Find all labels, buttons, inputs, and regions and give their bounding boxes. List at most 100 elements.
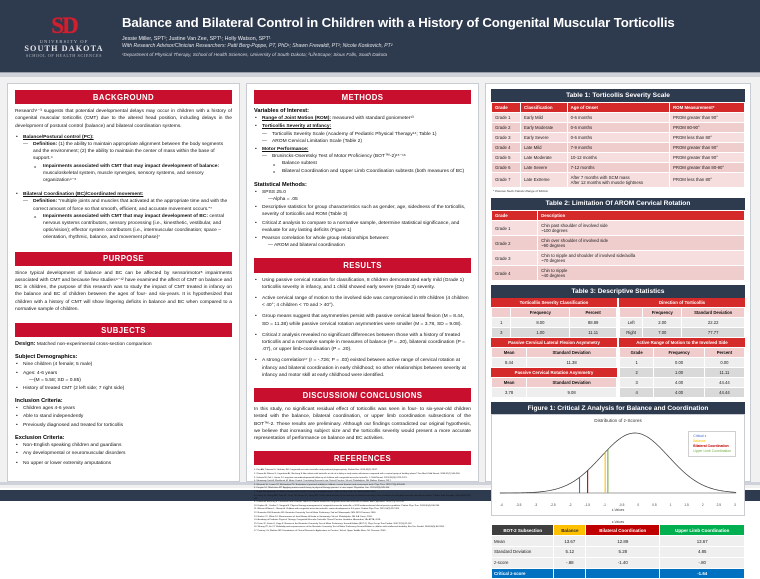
background-bc-impairments: Impairments associated with CMT that may… — [15, 213, 232, 242]
methods-stats-list: SPSS 25.0 —Alpha = .05 Descriptive stati… — [254, 189, 471, 250]
table-cell: Grade 3 — [490, 250, 539, 267]
table-cell: 2 — [618, 366, 655, 378]
list-item: Non-English speaking children and guardi… — [15, 442, 232, 449]
table-cell: Chin to nipple and shoulder of involved … — [537, 250, 745, 267]
logo-line-south-dakota: SOUTH DAKOTA — [24, 43, 104, 53]
list-item: Pearson correlation for whole group rela… — [254, 235, 471, 242]
table-cell: 7-12 months — [566, 161, 670, 173]
table-cell: 5.12 — [553, 545, 587, 558]
list-item: A strong correlation¹⁷ (r = -.726; P = .… — [254, 357, 471, 379]
column-left: BACKGROUND Research¹⁻³ suggests that pot… — [7, 83, 240, 482]
poster-header: SD UNIVERSITY OF SOUTH DAKOTA SCHOOL OF … — [0, 0, 760, 72]
table-cell: Mean — [490, 535, 555, 547]
reference-item: 5. Westcott SL, Lowes LP, Richardson PK.… — [254, 483, 406, 486]
list-item: Torticollis Severity Scale (Academy of P… — [254, 131, 471, 138]
table-cell: Grade 2 — [490, 235, 539, 252]
axis-tick-label: 0.5 — [652, 503, 657, 508]
stats-heading: Statistical Methods: — [254, 181, 307, 188]
table-cell: z-score — [490, 556, 555, 569]
table-cell: Late Extreme — [520, 171, 568, 188]
table-cell: 1 — [490, 316, 512, 328]
z-score-markers — [578, 449, 609, 494]
references-list: 1. Kuo AA, Tritasavit S, Graham JM. Cong… — [254, 469, 471, 533]
table-cell: 8.44 — [490, 356, 528, 368]
list-item: Critical z analysis revealed no signific… — [254, 332, 471, 354]
bc-impairments-text: central nervous systems contributors, se… — [43, 213, 225, 241]
legend-critical-z: Critical z — [693, 434, 707, 439]
background-pc-definition: Definition: (1) the ability to maintain … — [15, 141, 232, 163]
legend-bilateral-coordination: Bilateral Coordination — [693, 444, 729, 449]
table-column-header: Grade — [490, 210, 539, 222]
table-row: 1 0.00 0.00 — [618, 356, 746, 368]
table-cell: PROM greater than 90° — [668, 151, 746, 163]
table-cell: 7.00 — [642, 326, 683, 338]
table-cell: 4.85 — [659, 545, 745, 558]
table-column-header: Percent — [703, 346, 746, 358]
table-cell: 77.77 — [681, 326, 745, 338]
table-cell: 1 — [618, 356, 655, 368]
axis-tick-label: -4 — [500, 503, 503, 508]
sd-logo-icon: SD — [51, 12, 78, 38]
design-text: Matched non-experimental cross-section c… — [36, 342, 152, 348]
reference-item: 17. Portney LG, Watkins MP. Foundations … — [254, 530, 386, 533]
table-header-row: Grade Frequency Percent — [618, 346, 746, 358]
table-cell: Grade 3 — [490, 131, 522, 143]
pc-definition-text: (1) the ability to maintain appropriate … — [33, 142, 224, 162]
table-cell: 44.44 — [703, 386, 746, 398]
table-direction: Frequency Standard Deviation Left 2.00 22.2… — [618, 306, 745, 338]
rom-text: measured with standard goniometer¹³ — [331, 116, 414, 122]
bc-impairments-label: Impairments associated with CMT that may… — [43, 213, 208, 219]
table-cell: Grade 1 — [490, 220, 539, 237]
axis-tick-label: 1 — [669, 503, 672, 508]
figure-1-plot: Critical z Balance Bilateral Coordinatio… — [492, 423, 744, 503]
background-bc-definition: Definition: "multiple joints and muscles… — [15, 198, 232, 212]
severity-label: Torticollis Severity at Infancy: — [262, 124, 332, 130]
background-list: Balance/Postural control (PC): Definitio… — [15, 134, 232, 242]
background-pc-impairments: Impairments associated with CMT that may… — [15, 163, 232, 185]
figure-1-wrapper: Figure 1: Critical Z Analysis for Balanc… — [491, 401, 745, 517]
subjects-design: Design: Matched non-experimental cross-s… — [15, 341, 232, 348]
legend-balance: Balance — [693, 439, 706, 444]
table-body: 1 0.00 0.00 2 1.00 11.11 3 4.00 44.44 4 4.00 44.44 — [618, 356, 746, 398]
table-cell: 9.08 — [526, 386, 617, 398]
bc-definition-text: "multiple joints and muscles that activa… — [33, 199, 228, 212]
column-right: Table 1: Torticollis Severity Scale Grad… — [485, 83, 751, 579]
axis-tick-label: 2 — [701, 503, 704, 508]
axis-tick-label: -2.5 — [550, 503, 556, 508]
table-cell: 88.89 — [569, 316, 617, 328]
section-header-results: RESULTS — [254, 258, 471, 273]
table-cell: PROM greater than 90° — [668, 111, 746, 123]
table-row: Grade 3 Early Severe 0-6 months PROM less t… — [490, 131, 746, 143]
table-column-header: Mean — [490, 376, 528, 388]
axis-tick-label: -3.5 — [515, 503, 522, 508]
table-cell: 0.00 — [703, 356, 746, 368]
pc-impairments-text: musculoskeletal system, muscle synergies… — [43, 170, 204, 184]
section-header-purpose: PURPOSE — [15, 251, 232, 266]
section-header-methods: METHODS — [254, 90, 471, 105]
reference-item: 1. Kuo AA, Tritasavit S, Graham JM. Cong… — [254, 469, 378, 472]
table-cell: After 7 months with SCM mass After 12 mon… — [566, 171, 670, 188]
logo-line-university: UNIVERSITY OF — [39, 38, 89, 44]
table-2-wrapper: Table 2: Limitation Of AROM Cervical Rot… — [490, 197, 745, 282]
table-cell: Chin to nipple ~40 degrees — [537, 265, 745, 282]
list-item: Able to stand independently — [15, 413, 232, 420]
table-cell: 0.00 — [653, 356, 705, 368]
rom-label: Range of Joint Motion (ROM): — [262, 116, 331, 122]
table-cell: 1.00 — [653, 366, 705, 378]
figure-1-subtitle: Distribution of z-Scores — [594, 418, 642, 424]
table-column-header: Description — [537, 210, 745, 222]
table-cell: 13.67 — [553, 535, 587, 547]
list-item: Ages: 4-6 years — [15, 370, 232, 377]
table-cell: Chin past shoulder of involved side ~100 … — [537, 220, 745, 237]
table-column-header: ROM Measurement* — [668, 101, 746, 113]
list-item: No upper or lower extremity amputations — [15, 460, 232, 467]
table-header-row: Grade Classification Age of Onset ROM Measu… — [490, 101, 746, 113]
table-row: z-score -.88 -1.40 -.80 — [490, 556, 745, 569]
list-item: Using passive cervical rotation for clas… — [254, 277, 471, 291]
figure-1-title: Figure 1: Critical Z Analysis for Balanc… — [491, 401, 745, 415]
table-1-wrapper: Table 1: Torticollis Severity Scale Grad… — [490, 89, 746, 194]
table-cell: PROM less than 80° — [668, 171, 746, 188]
table-column-header: Frequency — [642, 306, 683, 318]
table-cell: Grade 6 — [490, 161, 522, 173]
table-3-title: Table 3: Descriptive Statistics — [491, 285, 745, 298]
